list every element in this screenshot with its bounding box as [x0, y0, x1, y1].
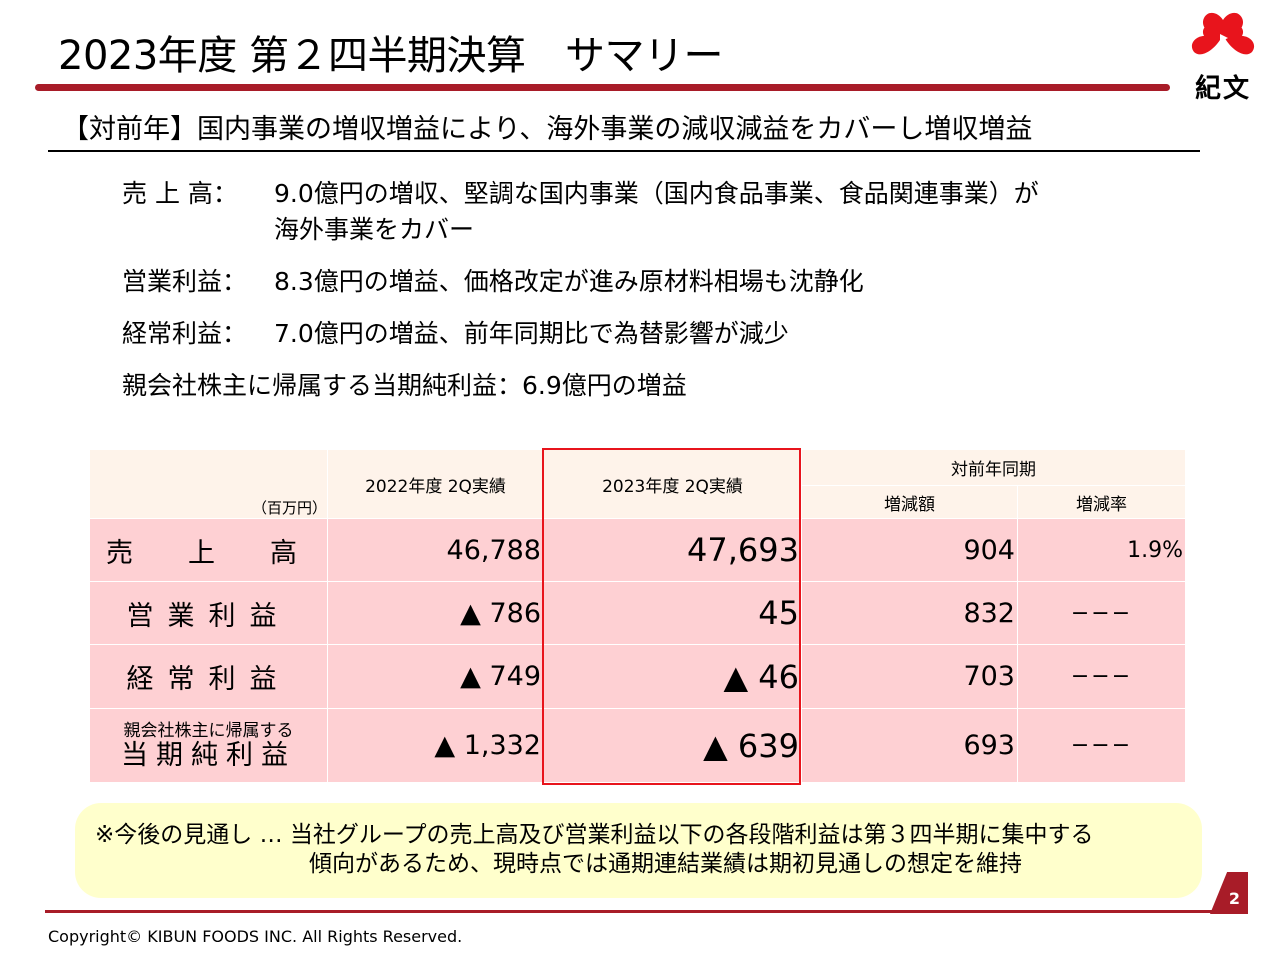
header-diff: 増減額: [801, 485, 1018, 519]
bullet-operating-profit: 営業利益： 8.3億円の増益、価格改定が進み原材料相場も沈静化: [122, 264, 1039, 300]
summary-bullets: 売 上 高： 9.0億円の増収、堅調な国内事業（国内食品事業、食品関連事業）が …: [122, 176, 1039, 420]
row-label: 経常利益: [89, 644, 328, 709]
value-2023: ▲ 46: [543, 644, 802, 709]
value-rate: −−−: [1017, 644, 1186, 709]
value-rate: −−−: [1017, 708, 1186, 783]
page-number-tab: 2: [1210, 872, 1248, 914]
value-diff: 904: [801, 518, 1018, 582]
header-2023: 2023年度 2Q実績: [543, 449, 802, 519]
note-line: ※今後の見通し … 当社グループの売上高及び営業利益以下の各段階利益は第３四半期…: [95, 822, 1094, 848]
bullet-text: 海外事業をカバー: [274, 215, 475, 244]
table-row: 売 上 高 46,788 47,693 904 1.9%: [89, 518, 1186, 582]
bullet-label: 経常利益：: [122, 319, 248, 348]
table-row: 営業利益 ▲ 786 45 832 −−−: [89, 581, 1186, 645]
row-label: 当期純利益: [121, 739, 296, 771]
footer-divider: [45, 910, 1230, 913]
copyright: Copyright© KIBUN FOODS INC. All Rights R…: [48, 927, 463, 946]
value-2022: ▲ 786: [327, 581, 544, 645]
summary-headline: 【対前年】国内事業の増収増益により、海外事業の減収減益をカバーし増収増益: [48, 110, 1200, 152]
value-rate: 1.9%: [1017, 518, 1186, 582]
bullet-net-income: 親会社株主に帰属する当期純利益：6.9億円の増益: [122, 368, 1039, 404]
note-line: 傾向があるため、現時点では通期連結業績は期初見通しの想定を維持: [309, 851, 1022, 877]
value-diff: 832: [801, 581, 1018, 645]
outlook-note: ※今後の見通し … 当社グループの売上高及び営業利益以下の各段階利益は第３四半期…: [75, 803, 1202, 898]
bullet-text: 親会社株主に帰属する当期純利益：6.9億円の増益: [122, 371, 687, 400]
page-title: 2023年度 第２四半期決算 サマリー: [58, 33, 724, 79]
unit-label: （百万円）: [251, 499, 327, 517]
header-yoy: 対前年同期: [801, 449, 1186, 486]
bullet-sales: 売 上 高： 9.0億円の増収、堅調な国内事業（国内食品事業、食品関連事業）が …: [122, 176, 1039, 248]
row-label: 売 上 高: [89, 518, 328, 582]
clover-logo-icon: [1191, 12, 1255, 55]
table-row: 親会社株主に帰属する 当期純利益 ▲ 1,332 ▲ 639 693 −−−: [89, 708, 1186, 783]
bullet-text: 8.3億円の増益、価格改定が進み原材料相場も沈静化: [274, 267, 864, 296]
value-2023: ▲ 639: [543, 708, 802, 783]
title-divider: [35, 84, 1170, 91]
value-diff: 693: [801, 708, 1018, 783]
unit-cell: （百万円）: [89, 449, 328, 519]
value-rate: −−−: [1017, 581, 1186, 645]
value-2023: 45: [543, 581, 802, 645]
table-row: 経常利益 ▲ 749 ▲ 46 703 −−−: [89, 644, 1186, 709]
value-2022: ▲ 749: [327, 644, 544, 709]
value-2022: ▲ 1,332: [327, 708, 544, 783]
page-number: 2: [1228, 889, 1240, 908]
value-diff: 703: [801, 644, 1018, 709]
bullet-label: 売 上 高：: [122, 179, 238, 208]
bullet-ordinary-profit: 経常利益： 7.0億円の増益、前年同期比で為替影響が減少: [122, 316, 1039, 352]
row-label-small: 親会社株主に帰属する: [123, 720, 294, 741]
row-label-cell: 親会社株主に帰属する 当期純利益: [89, 708, 328, 783]
company-logo: 紀文: [1190, 8, 1256, 104]
header-2022: 2022年度 2Q実績: [327, 449, 544, 519]
logo-text: 紀文: [1194, 74, 1251, 104]
value-2022: 46,788: [327, 518, 544, 582]
value-2023: 47,693: [543, 518, 802, 582]
financial-summary-table: （百万円） 2022年度 2Q実績 2023年度 2Q実績 対前年同期 増減額 …: [89, 449, 1186, 783]
bullet-text: 7.0億円の増益、前年同期比で為替影響が減少: [274, 319, 789, 348]
row-label: 営業利益: [89, 581, 328, 645]
header-rate: 増減率: [1017, 485, 1186, 519]
bullet-label: 営業利益：: [122, 267, 248, 296]
bullet-text: 9.0億円の増収、堅調な国内事業（国内食品事業、食品関連事業）が: [274, 179, 1039, 208]
